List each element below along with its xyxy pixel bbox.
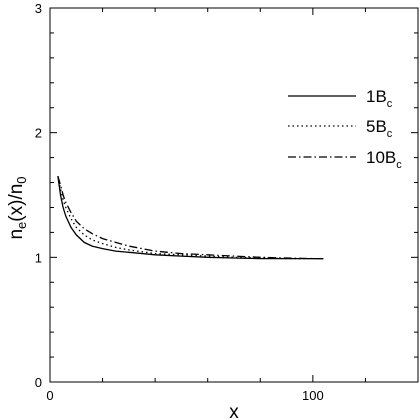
x-tick-label: 100 bbox=[302, 388, 324, 403]
series-layer bbox=[57, 176, 324, 260]
y-tick-label: 2 bbox=[35, 126, 42, 141]
series-line-2 bbox=[57, 176, 324, 260]
plot-frame bbox=[49, 7, 419, 383]
series-line-3 bbox=[57, 176, 324, 260]
legend-label: 5Bc bbox=[366, 117, 393, 140]
y-axis-title: ne(x)/n0 bbox=[6, 176, 29, 239]
plot-area bbox=[49, 7, 419, 383]
legend-label: 1Bc bbox=[366, 87, 393, 110]
legend: 1Bc 5Bc 10Bc bbox=[288, 87, 402, 171]
y-tick-label: 0 bbox=[35, 375, 42, 390]
legend-label: 10Bc bbox=[366, 148, 402, 171]
y-tick-label: 3 bbox=[35, 1, 42, 16]
y-tick-label: 1 bbox=[35, 250, 42, 265]
axes-layer: 0 100 0 1 2 3 bbox=[35, 1, 418, 403]
x-tick-label: 0 bbox=[46, 388, 53, 403]
x-axis-title: x bbox=[229, 402, 239, 420]
series-line-1 bbox=[57, 176, 324, 260]
